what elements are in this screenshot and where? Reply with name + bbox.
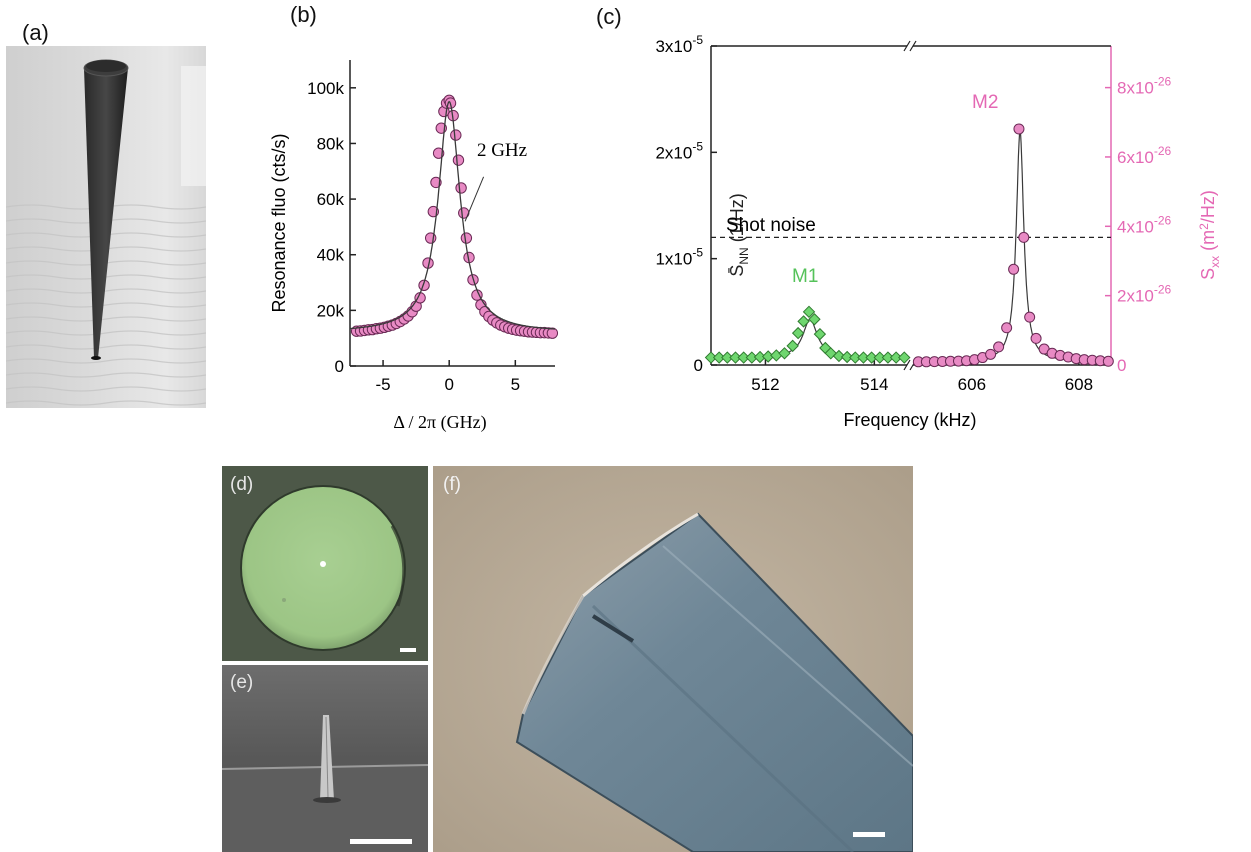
chart-c-m1-point <box>808 313 821 326</box>
chart-c-left-tick-label: 2x10-5 <box>655 139 703 162</box>
chart-b-fit-curve <box>349 100 556 330</box>
chart-b-point <box>546 327 559 339</box>
chart-c-right-ylabel: Sxx (m2/Hz) <box>1197 190 1222 280</box>
panel-label-b: (b) <box>290 2 317 27</box>
chart-b-point <box>418 279 430 292</box>
chart-c-xlabel: Frequency (kHz) <box>843 410 976 430</box>
chart-c-m1-point <box>840 350 854 364</box>
chart-c-right-tick-label: 2x10-26 <box>1117 283 1172 306</box>
chart-b-point <box>432 147 445 159</box>
shot-noise-label: Shot noise <box>726 215 816 236</box>
scale-bar-e <box>350 839 412 844</box>
chart-c-axis-break <box>903 40 911 52</box>
scale-bar-f <box>853 832 885 837</box>
optical-image-disk-d <box>222 466 428 661</box>
chart-b-point <box>455 182 467 194</box>
sem-image-nanowire-a <box>6 46 206 408</box>
chart-c-left-ylabel: S̄NN (1/Hz) <box>727 193 751 276</box>
chart-b-x-tick-label: 5 <box>511 375 520 394</box>
chart-c-fit-curve <box>711 318 907 358</box>
chart-c-right-tick-label: 4x10-26 <box>1117 213 1172 236</box>
chart-c-left-tick-label: 0 <box>694 356 703 375</box>
chart-b-x-tick-label: 0 <box>444 375 453 394</box>
chart-b-point <box>452 154 465 166</box>
optical-image-fiber-f <box>433 466 913 852</box>
panel-label-a: (a) <box>22 20 49 45</box>
chart-c-m2-point <box>1024 311 1036 323</box>
chart-c-m1-point <box>802 305 816 319</box>
chart-c-m1-point <box>712 351 726 364</box>
chart-c-x-tick-label: 514 <box>860 375 888 394</box>
chart-b-y-tick-label: 60k <box>317 190 345 209</box>
emitter-dot <box>320 561 326 567</box>
chart-c-m1-point <box>813 327 827 341</box>
series-label-m2: M2 <box>972 92 998 113</box>
chart-c-m2-point <box>1001 322 1013 334</box>
chart-b-xlabel: Δ / 2π (GHz) <box>393 412 486 433</box>
chart-c-axis-break <box>909 40 917 52</box>
chart-b-annotation: 2 GHz <box>477 140 527 161</box>
chart-b-y-tick-label: 0 <box>335 357 344 376</box>
scale-bar-d <box>400 648 416 652</box>
chart-c-left-tick-label: 1x10-5 <box>655 246 703 269</box>
chart-c-m1-point <box>737 351 750 364</box>
chart-c-x-tick-label: 608 <box>1065 375 1093 394</box>
panel-label-c: (c) <box>596 4 622 29</box>
chart-c-m1-point <box>881 351 895 364</box>
chart-b-x-tick-label: -5 <box>376 375 391 394</box>
chart-c-x-tick-label: 512 <box>751 375 779 394</box>
chart-c-right-tick-label: 6x10-26 <box>1117 144 1172 167</box>
chart-c-m2-point <box>1008 263 1020 275</box>
chart-c-m1-point <box>721 351 734 364</box>
chart-c-m1-point <box>729 351 742 364</box>
chart-b-y-tick-label: 80k <box>317 134 345 153</box>
chart-c-axis-break <box>903 359 911 371</box>
chart-c-m2-point <box>993 341 1005 353</box>
chart-b-point <box>430 176 442 189</box>
chart-c-m2-point <box>1018 231 1030 243</box>
chart-c-m2-point <box>1013 123 1025 135</box>
nanowire-drawing <box>6 59 206 408</box>
panel-label-d: (d) <box>230 474 254 495</box>
chart-c-right-tick-label: 0 <box>1117 356 1126 375</box>
chart-c-m1-point <box>797 315 810 328</box>
chart-c-noise-spectrum: S̄NN (1/Hz) Sxx (m2/Hz) Frequency (kHz) … <box>655 33 1222 430</box>
chart-b-y-tick-label: 100k <box>307 79 344 98</box>
chart-b-annotation-pointer <box>464 176 485 222</box>
chart-c-m2-point <box>985 348 997 360</box>
chart-c-m1-point <box>832 349 846 363</box>
chart-c-x-tick-label: 606 <box>958 375 986 394</box>
chart-b-point <box>450 129 462 141</box>
chart-c-m1-point <box>889 351 903 364</box>
chart-b-ylabel: Resonance fluo (cts/s) <box>269 133 289 312</box>
chart-c-right-tick-label: 8x10-26 <box>1117 75 1172 98</box>
chart-c-m1-point <box>865 351 878 364</box>
panel-label-e: (e) <box>230 672 254 693</box>
disk <box>240 485 406 651</box>
chart-c-m1-point <box>849 351 862 364</box>
chart-b-point <box>460 232 473 244</box>
chart-b-resonance-fluorescence: Resonance fluo (cts/s) Δ / 2π (GHz) 0 20k… <box>269 60 559 433</box>
chart-c-m1-point <box>873 351 886 364</box>
panel-label-f: (f) <box>443 474 461 495</box>
chart-b-y-tick-label: 40k <box>317 246 345 265</box>
chart-c-left-tick-label: 3x10-5 <box>655 33 703 56</box>
chart-c-m1-point <box>778 347 791 360</box>
chart-c-m2-point <box>1030 332 1042 344</box>
chart-c-m1-point <box>791 326 805 340</box>
chart-c-m1-point <box>898 351 911 364</box>
chart-c-m2-point <box>1102 355 1114 367</box>
sem-image-pillar-e <box>222 665 428 852</box>
chart-b-y-tick-label: 20k <box>317 301 345 320</box>
chart-c-m1-point <box>786 339 799 353</box>
chart-c-m1-point <box>857 351 870 364</box>
chart-c-m1-point <box>704 351 718 364</box>
series-label-m1: M1 <box>792 266 818 287</box>
